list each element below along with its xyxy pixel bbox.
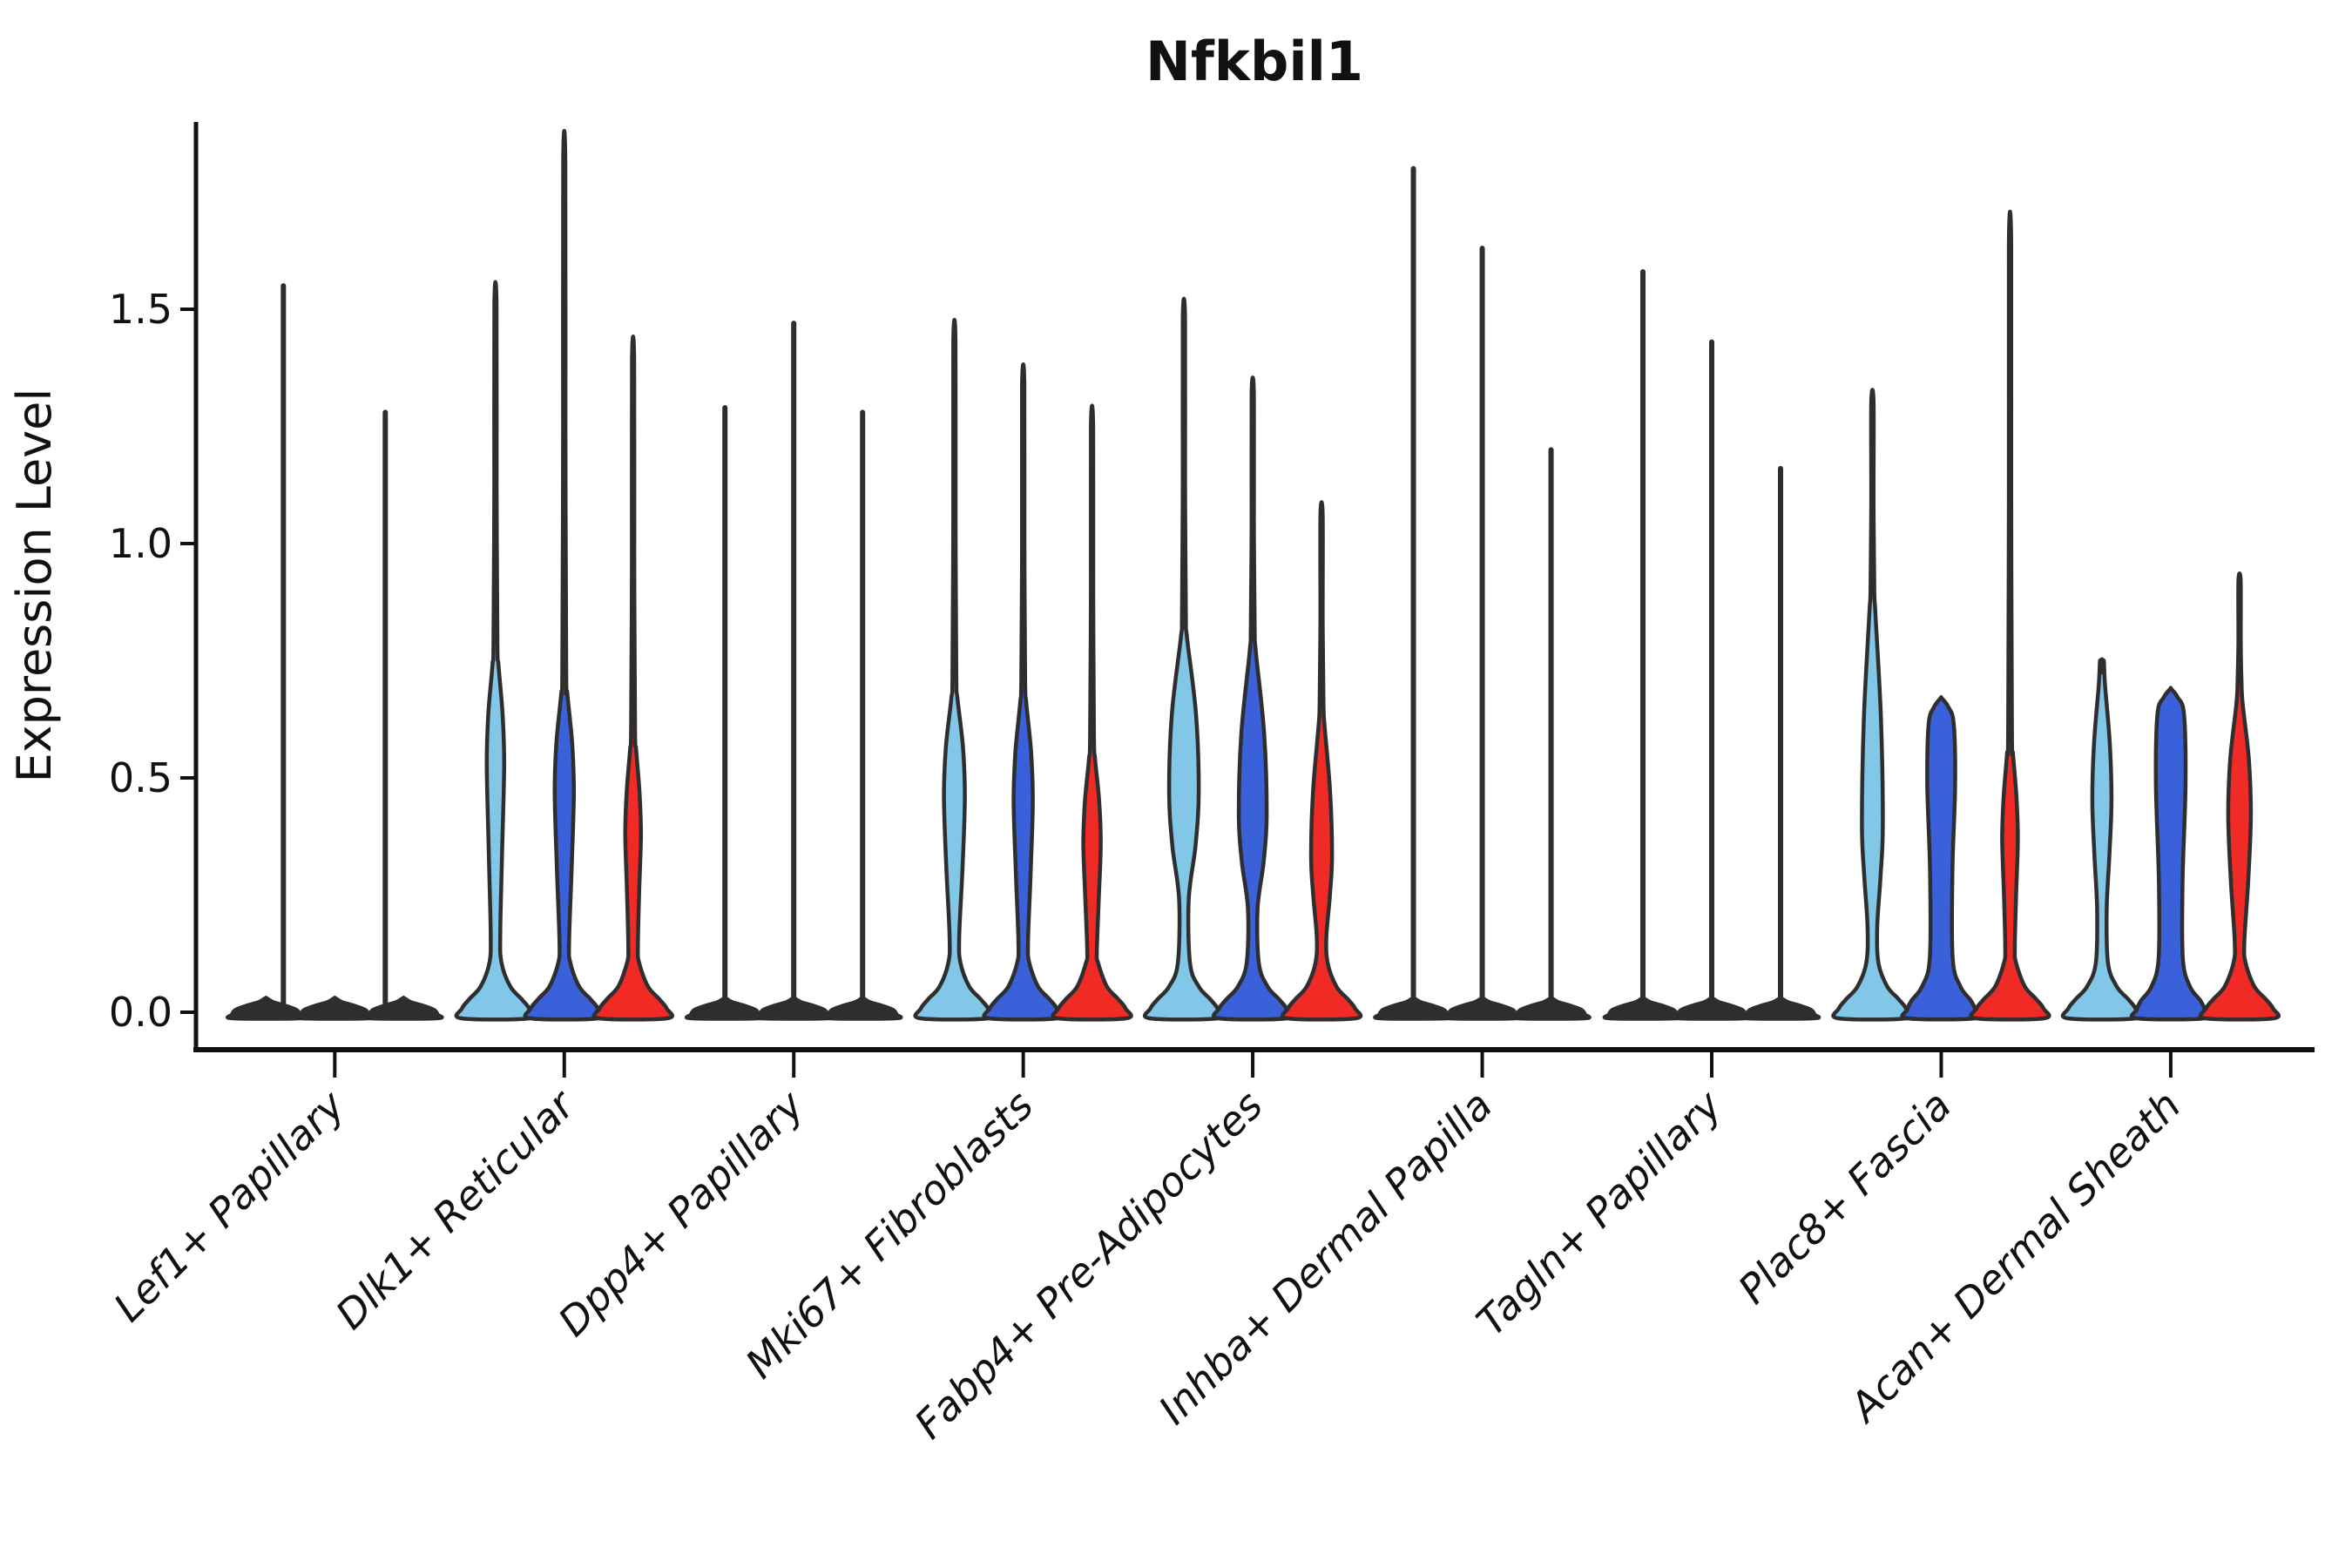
violin-body (1142, 296, 1226, 1022)
violin-body (1280, 500, 1363, 1022)
violin-flat (362, 996, 444, 1021)
violin-flat (821, 996, 903, 1021)
violin-flat (294, 996, 375, 1021)
y-tick-label: 1.5 (109, 286, 172, 333)
x-tick-label: Dlk1+ Reticular (327, 1079, 585, 1338)
chart-title: Nfkbil1 (1146, 30, 1363, 93)
violin-dome (2129, 686, 2213, 1022)
violin-body (454, 280, 537, 1022)
y-tick-label: 0.0 (109, 989, 172, 1036)
violin-body (2060, 657, 2144, 1022)
y-tick-label: 1.0 (109, 520, 172, 567)
x-tick-label: Tagln+ Papillary (1467, 1081, 1731, 1345)
violin-series (225, 129, 2281, 1022)
violin-flat (684, 996, 766, 1021)
violin-body (913, 318, 996, 1022)
violin-body (591, 335, 674, 1022)
violin-dome (1900, 695, 1983, 1022)
y-tick-label: 0.5 (109, 754, 172, 801)
violin-body (982, 362, 1064, 1022)
x-tick-label: Plac8+ Fascia (1729, 1082, 1960, 1313)
y-axis-label: Expression Level (7, 389, 62, 783)
violin-flat (1671, 996, 1753, 1021)
violin-flat (1602, 996, 1684, 1021)
violin-flat (1511, 996, 1592, 1021)
violin-body (1831, 388, 1914, 1022)
violin-body (1969, 209, 2051, 1022)
violin-flat (753, 996, 835, 1021)
x-tick-label: Dpp4+ Papillary (549, 1081, 813, 1345)
violin-flat (225, 996, 307, 1021)
violin-flat (1442, 996, 1523, 1021)
violin-body (523, 129, 605, 1022)
violin-body (1211, 375, 1294, 1022)
x-tick-label: Lef1+ Papillary (105, 1081, 354, 1330)
violin-body (1051, 403, 1133, 1022)
violin-flat (1373, 996, 1454, 1021)
violin-flat (1740, 996, 1821, 1021)
violin-body (2198, 571, 2281, 1022)
y-axis-ticks: 0.0 0.5 1.0 1.5 (109, 286, 196, 1036)
